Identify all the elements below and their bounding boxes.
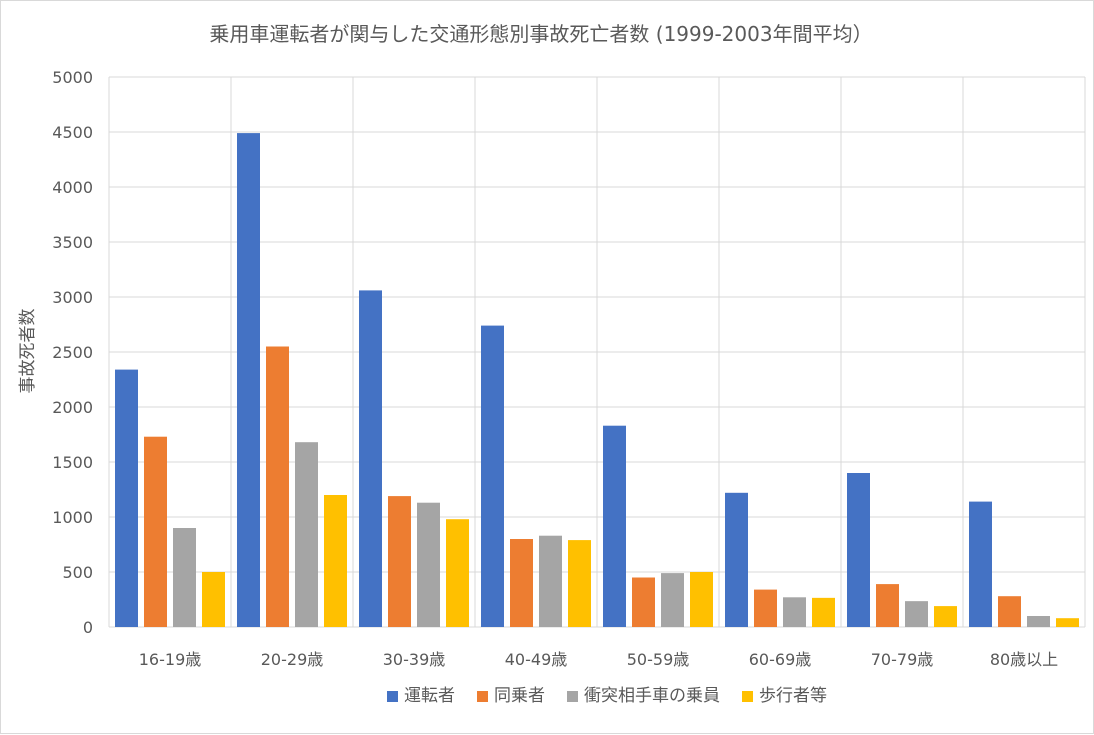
legend-item: 同乗者 <box>477 686 545 706</box>
x-tick-label: 60-69歳 <box>749 650 812 669</box>
bar-1-6 <box>725 492 748 627</box>
bar-1-1 <box>115 369 138 627</box>
legend-swatch <box>477 691 488 702</box>
chart-title: 乗用車運転者が関与した交通形態別事故死亡者数 (1999-2003年間平均） <box>209 22 872 46</box>
bar-4-7 <box>934 606 957 627</box>
x-tick-label: 30-39歳 <box>383 650 446 669</box>
y-tick-label: 500 <box>62 563 93 582</box>
bar-4-5 <box>690 572 713 627</box>
y-tick-label: 0 <box>83 618 93 637</box>
bar-4-2 <box>324 495 347 627</box>
y-tick-label: 1500 <box>52 453 93 472</box>
x-tick-label: 40-49歳 <box>505 650 568 669</box>
x-tick-label: 16-19歳 <box>139 650 202 669</box>
x-tick-label: 70-79歳 <box>871 650 934 669</box>
bar-2-1 <box>144 436 167 627</box>
legend-item: 運転者 <box>387 686 455 706</box>
bar-3-2 <box>295 442 318 627</box>
bar-3-6 <box>783 597 806 627</box>
bar-3-4 <box>539 535 562 627</box>
y-tick-label: 2000 <box>52 398 93 417</box>
bar-1-2 <box>237 133 260 627</box>
bar-1-7 <box>847 473 870 627</box>
legend-label: 衝突相手車の乗員 <box>584 686 720 706</box>
bar-4-1 <box>202 572 225 627</box>
bars <box>115 133 1079 627</box>
bar-3-8 <box>1027 616 1050 627</box>
bar-2-5 <box>632 577 655 627</box>
bar-1-4 <box>481 325 504 627</box>
legend-label: 歩行者等 <box>759 686 827 706</box>
legend-item: 歩行者等 <box>742 686 827 706</box>
y-tick-labels: 0 500 1000 1500 2000 2500 3000 3500 4000 4500 5000 <box>52 68 93 637</box>
y-tick-label: 1000 <box>52 508 93 527</box>
legend-label: 運転者 <box>404 686 455 706</box>
bar-4-3 <box>446 519 469 627</box>
bar-2-2 <box>266 346 289 627</box>
bar-3-1 <box>173 528 196 627</box>
legend-label: 同乗者 <box>494 686 545 706</box>
bar-3-5 <box>661 573 684 627</box>
y-tick-label: 3500 <box>52 233 93 252</box>
bar-2-8 <box>998 596 1021 627</box>
legend-item: 衝突相手車の乗員 <box>567 686 720 706</box>
y-axis-label: 事故死者数 <box>18 309 38 394</box>
bar-4-6 <box>812 597 835 627</box>
x-tick-label: 80歳以上 <box>990 650 1058 669</box>
bar-1-3 <box>359 290 382 627</box>
bar-3-7 <box>905 601 928 627</box>
bar-1-5 <box>603 425 626 627</box>
x-tick-label: 20-29歳 <box>261 650 324 669</box>
y-tick-label: 4500 <box>52 123 93 142</box>
bar-2-3 <box>388 496 411 627</box>
bar-2-7 <box>876 584 899 627</box>
legend-swatch <box>742 691 753 702</box>
y-tick-label: 2500 <box>52 343 93 362</box>
bar-1-8 <box>969 501 992 627</box>
legend-swatch <box>387 691 398 702</box>
bar-4-8 <box>1056 618 1079 627</box>
legend: 運転者 同乗者 衝突相手車の乗員 歩行者等 <box>387 686 827 706</box>
legend-swatch <box>567 691 578 702</box>
x-tick-labels: 16-19歳 20-29歳 30-39歳 40-49歳 50-59歳 60-69歳 70-7… <box>139 650 1058 669</box>
bar-3-3 <box>417 502 440 627</box>
x-tick-label: 50-59歳 <box>627 650 690 669</box>
bar-4-4 <box>568 540 591 627</box>
y-tick-label: 5000 <box>52 68 93 87</box>
bar-2-4 <box>510 539 533 627</box>
y-tick-label: 3000 <box>52 288 93 307</box>
bar-2-6 <box>754 589 777 627</box>
y-tick-label: 4000 <box>52 178 93 197</box>
